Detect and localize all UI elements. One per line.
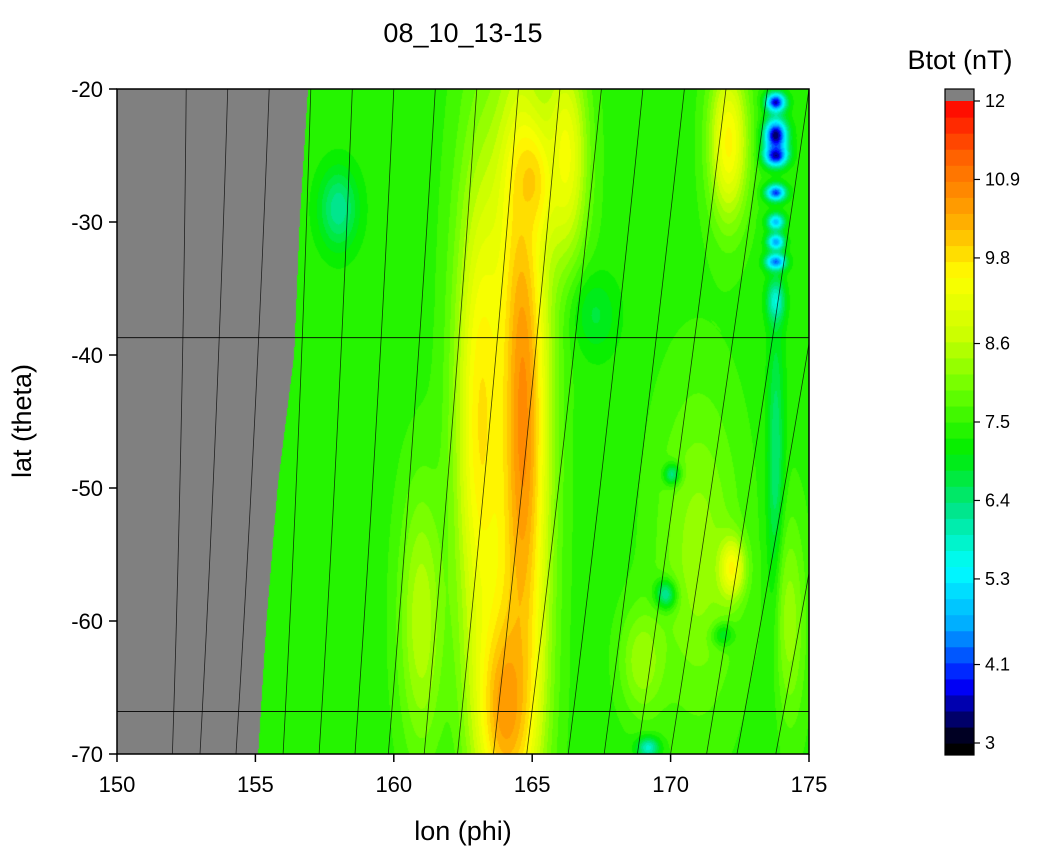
y-tick-label: -40 <box>71 343 103 368</box>
x-tick-label: 165 <box>514 772 551 797</box>
contour-line <box>736 340 809 754</box>
contour-line <box>603 89 685 754</box>
colorbar-band <box>945 662 974 680</box>
y-tick-label: -30 <box>71 210 103 235</box>
contour-line <box>670 89 768 754</box>
colorbar-band <box>945 582 974 600</box>
contour-line <box>318 89 353 754</box>
colorbar-tick-label: 6.4 <box>985 490 1010 510</box>
x-tick-label: 160 <box>375 772 412 797</box>
colorbar-above-range <box>945 89 974 101</box>
colorbar-band <box>945 101 974 118</box>
y-tick-label: -70 <box>71 742 103 767</box>
colorbar-band <box>945 726 974 744</box>
contour-line <box>282 89 312 754</box>
colorbar-band <box>945 518 974 535</box>
colorbar-band <box>945 389 974 407</box>
colorbar-band <box>945 325 974 343</box>
contour-line <box>387 89 436 754</box>
y-axis: -20 -30 -40 -50 -60 -70 <box>71 77 117 767</box>
colorbar-band <box>945 550 974 568</box>
colorbar: Btot (nT) 12 10.9 9.8 8.6 7.5 6.4 5.3 4.1 3 <box>907 45 1020 756</box>
colorbar-ticks: 12 10.9 9.8 8.6 7.5 6.4 5.3 4.1 3 <box>974 91 1020 753</box>
colorbar-below-range <box>945 743 974 755</box>
colorbar-band <box>945 213 974 230</box>
overlay-layer <box>117 89 809 754</box>
contour-line <box>172 89 187 754</box>
x-axis-title: lon (phi) <box>414 816 512 846</box>
x-tick-label: 150 <box>99 772 136 797</box>
x-tick-label: 170 <box>652 772 689 797</box>
colorbar-band <box>945 373 974 391</box>
contour-line <box>423 89 478 754</box>
colorbar-band <box>945 181 974 198</box>
colorbar-band <box>945 117 974 134</box>
heatmap-field <box>117 89 809 754</box>
colorbar-band <box>945 341 974 359</box>
x-tick-label: 175 <box>791 772 828 797</box>
colorbar-band <box>945 245 974 263</box>
colorbar-band <box>945 486 974 503</box>
y-axis-title: lat (theta) <box>7 364 37 478</box>
contour-line <box>493 89 561 754</box>
colorbar-band <box>945 133 974 150</box>
contour-line <box>457 89 519 754</box>
contour-line <box>706 89 809 754</box>
colorbar-tick-label: 10.9 <box>985 169 1020 189</box>
colorbar-band <box>945 165 974 182</box>
colorbar-band <box>945 598 974 616</box>
colorbar-band <box>945 678 974 696</box>
contour-line <box>235 89 270 754</box>
colorbar-band <box>945 309 974 327</box>
x-axis: 150 155 160 165 170 175 <box>99 754 828 797</box>
colorbar-band <box>945 277 974 295</box>
colorbar-band <box>945 405 974 423</box>
contour-line <box>354 89 395 754</box>
colorbar-band <box>945 614 974 632</box>
colorbar-band <box>945 197 974 214</box>
colorbar-band <box>945 357 974 375</box>
colorbar-band <box>945 502 974 519</box>
colorbar-tick-label: 3 <box>985 733 995 753</box>
colorbar-band <box>945 149 974 166</box>
colorbar-band <box>945 534 974 551</box>
contour-line <box>567 89 644 754</box>
colorbar-band <box>945 438 974 455</box>
colorbar-band <box>945 710 974 728</box>
colorbar-bands <box>945 89 974 755</box>
colorbar-tick-label: 12 <box>985 91 1005 111</box>
colorbar-band <box>945 293 974 311</box>
colorbar-band <box>945 646 974 664</box>
y-tick-label: -20 <box>71 77 103 102</box>
contour-line <box>526 89 602 754</box>
colorbar-band <box>945 694 974 712</box>
colorbar-band <box>945 630 974 648</box>
colorbar-tick-label: 7.5 <box>985 412 1010 432</box>
colorbar-tick-label: 4.1 <box>985 655 1010 675</box>
y-tick-label: -50 <box>71 476 103 501</box>
contour-line <box>775 570 809 754</box>
colorbar-tick-label: 5.3 <box>985 569 1010 589</box>
x-tick-label: 155 <box>237 772 274 797</box>
contour-line <box>637 89 727 754</box>
colorbar-band <box>945 454 974 471</box>
colorbar-tick-label: 9.8 <box>985 248 1010 268</box>
plot-frame <box>116 88 810 755</box>
colorbar-band <box>945 261 974 279</box>
contour-line <box>199 89 229 754</box>
chart-title: 08_10_13-15 <box>383 18 542 48</box>
colorbar-band <box>945 566 974 584</box>
y-tick-label: -60 <box>71 609 103 634</box>
colorbar-band <box>945 229 974 247</box>
colorbar-title: Btot (nT) <box>907 45 1012 75</box>
colorbar-tick-label: 8.6 <box>985 334 1010 354</box>
colorbar-band <box>945 422 974 439</box>
colorbar-band <box>945 470 974 487</box>
plot-area <box>116 88 810 755</box>
